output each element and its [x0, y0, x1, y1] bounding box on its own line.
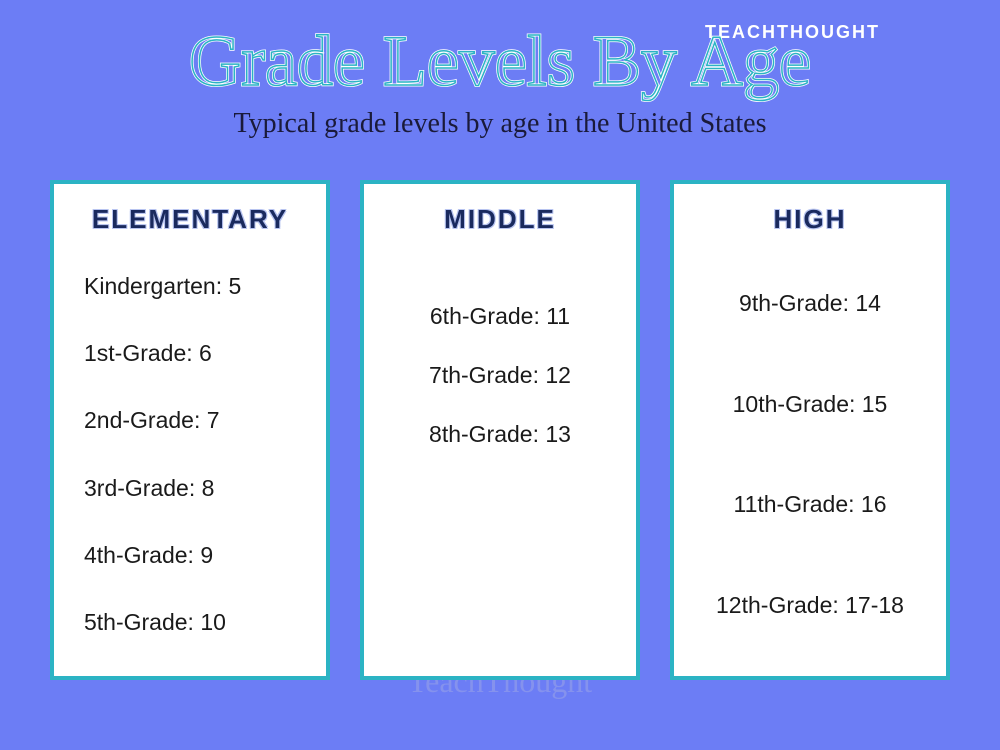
list-item: 9th-Grade: 14 — [692, 290, 928, 317]
card-header-middle: MIDDLE — [382, 204, 618, 235]
list-item: 4th-Grade: 9 — [72, 542, 308, 569]
list-item: 11th-Grade: 16 — [692, 491, 928, 518]
list-item: Kindergarten: 5 — [72, 273, 308, 300]
list-item: 8th-Grade: 13 — [382, 421, 618, 448]
card-middle: MIDDLE 6th-Grade: 11 7th-Grade: 12 8th-G… — [360, 180, 640, 680]
cards-row: ELEMENTARY Kindergarten: 5 1st-Grade: 6 … — [0, 180, 1000, 680]
card-body-elementary: Kindergarten: 5 1st-Grade: 6 2nd-Grade: … — [72, 253, 308, 656]
list-item: 2nd-Grade: 7 — [72, 407, 308, 434]
card-elementary: ELEMENTARY Kindergarten: 5 1st-Grade: 6 … — [50, 180, 330, 680]
card-body-high: 9th-Grade: 14 10th-Grade: 15 11th-Grade:… — [692, 253, 928, 656]
card-body-middle: 6th-Grade: 11 7th-Grade: 12 8th-Grade: 1… — [382, 253, 618, 656]
list-item: 6th-Grade: 11 — [382, 303, 618, 330]
card-header-elementary: ELEMENTARY — [72, 204, 308, 235]
page-subtitle: Typical grade levels by age in the Unite… — [0, 108, 1000, 140]
card-high: HIGH 9th-Grade: 14 10th-Grade: 15 11th-G… — [670, 180, 950, 680]
list-item: 10th-Grade: 15 — [692, 391, 928, 418]
page-title: Grade Levels By Age — [0, 20, 1000, 103]
list-item: 3rd-Grade: 8 — [72, 475, 308, 502]
list-item: 12th-Grade: 17-18 — [692, 592, 928, 619]
card-header-high: HIGH — [692, 204, 928, 235]
list-item: 5th-Grade: 10 — [72, 609, 308, 636]
list-item: 1st-Grade: 6 — [72, 340, 308, 367]
list-item: 7th-Grade: 12 — [382, 362, 618, 389]
